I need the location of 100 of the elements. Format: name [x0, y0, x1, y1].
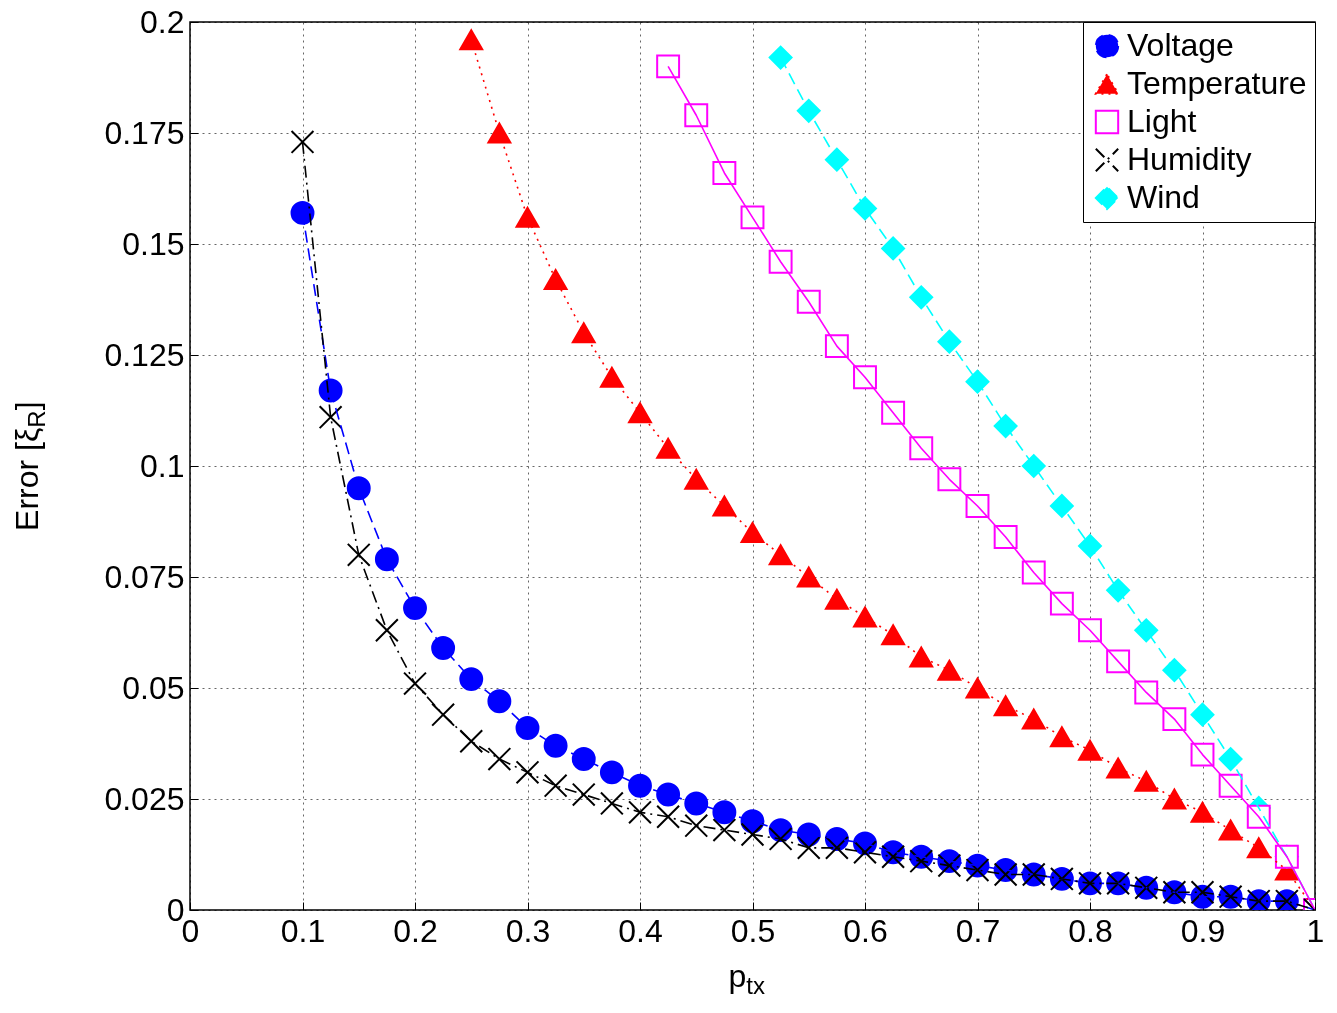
- point: [1049, 726, 1074, 748]
- y-tick-label: 0.2: [140, 3, 185, 40]
- point: [965, 677, 990, 699]
- point: [290, 200, 315, 225]
- point: [684, 468, 709, 490]
- point: [853, 606, 877, 628]
- point: [1162, 658, 1187, 683]
- point: [599, 760, 624, 785]
- y-tick-label: 0.125: [104, 336, 185, 373]
- point: [599, 791, 624, 816]
- y-tick-label: 0.075: [104, 558, 185, 595]
- point: [1049, 494, 1074, 518]
- point: [543, 773, 568, 798]
- point: [515, 716, 540, 740]
- point: [459, 729, 484, 754]
- point: [937, 329, 962, 354]
- point: [1162, 788, 1187, 810]
- point: [684, 813, 709, 838]
- point: [937, 659, 962, 681]
- point: [1190, 702, 1215, 727]
- point: [515, 206, 540, 228]
- point: [571, 322, 596, 344]
- x-tick-label: 0.9: [1180, 912, 1226, 949]
- point: [543, 733, 568, 758]
- point: [318, 405, 343, 430]
- point: [1190, 801, 1215, 823]
- point: [684, 791, 709, 816]
- point: [628, 773, 652, 798]
- legend-label: Wind: [1127, 179, 1200, 215]
- point: [796, 98, 821, 123]
- point: [431, 636, 456, 660]
- point: [768, 827, 793, 851]
- point: [1106, 757, 1131, 779]
- point: [374, 547, 399, 572]
- point: [656, 804, 681, 829]
- point: [740, 522, 765, 544]
- x-tick-label: 1: [1306, 912, 1325, 949]
- x-tick-label: 0.3: [505, 912, 551, 949]
- point: [515, 760, 540, 785]
- point: [403, 671, 427, 696]
- point: [1106, 578, 1131, 603]
- point: [1218, 747, 1243, 771]
- point: [740, 822, 765, 847]
- point: [712, 800, 737, 825]
- point: [712, 818, 737, 843]
- point: [628, 402, 652, 424]
- point: [824, 588, 849, 610]
- point: [965, 858, 990, 882]
- point: [909, 849, 934, 874]
- point: [1078, 739, 1102, 761]
- point: [768, 45, 793, 70]
- x-tick-label: 0.4: [618, 912, 663, 949]
- point: [543, 269, 568, 291]
- y-tick-label: 0.025: [104, 780, 185, 817]
- y-tick-label: 0.175: [104, 114, 185, 151]
- point: [768, 544, 793, 566]
- x-tick-label: 0.6: [843, 912, 888, 949]
- point: [1134, 770, 1159, 792]
- x-tick-label: 0.2: [393, 912, 438, 949]
- point: [796, 835, 821, 860]
- x-tick-label: 0.7: [955, 912, 1001, 949]
- x-tick-label: 0.8: [1068, 912, 1113, 949]
- point: [290, 129, 315, 154]
- point: [993, 695, 1018, 717]
- point: [459, 29, 484, 51]
- point: [459, 667, 484, 692]
- legend-label: Humidity: [1127, 141, 1252, 177]
- point: [628, 800, 652, 825]
- point: [374, 618, 399, 643]
- point: [571, 782, 596, 807]
- x-axis-title: p$_{tx}$: [728, 958, 765, 1001]
- point: [824, 147, 849, 172]
- point: [346, 476, 371, 501]
- point: [881, 624, 906, 646]
- point: [571, 747, 596, 771]
- legend-label: Temperature: [1127, 65, 1307, 101]
- point: [1021, 454, 1046, 478]
- point: [346, 542, 371, 567]
- point: [431, 702, 456, 727]
- point: [487, 122, 512, 144]
- point: [965, 369, 990, 394]
- point: [1021, 708, 1046, 730]
- point: [881, 236, 906, 261]
- point: [599, 366, 624, 388]
- point: [1078, 533, 1102, 558]
- point: [909, 285, 934, 310]
- legend-label: Voltage: [1127, 27, 1234, 63]
- point: [853, 196, 877, 221]
- point: [993, 862, 1018, 887]
- x-tick-label: 0.5: [730, 912, 776, 949]
- point: [656, 437, 681, 459]
- point: [993, 414, 1018, 438]
- point: [656, 782, 681, 807]
- point: [1218, 819, 1243, 841]
- point: [909, 646, 934, 668]
- y-tick-label: 0.15: [122, 225, 185, 262]
- legend-label: Light: [1127, 103, 1197, 139]
- y-tick-label: 0.05: [122, 669, 185, 706]
- point: [1134, 618, 1159, 643]
- point: [796, 566, 821, 588]
